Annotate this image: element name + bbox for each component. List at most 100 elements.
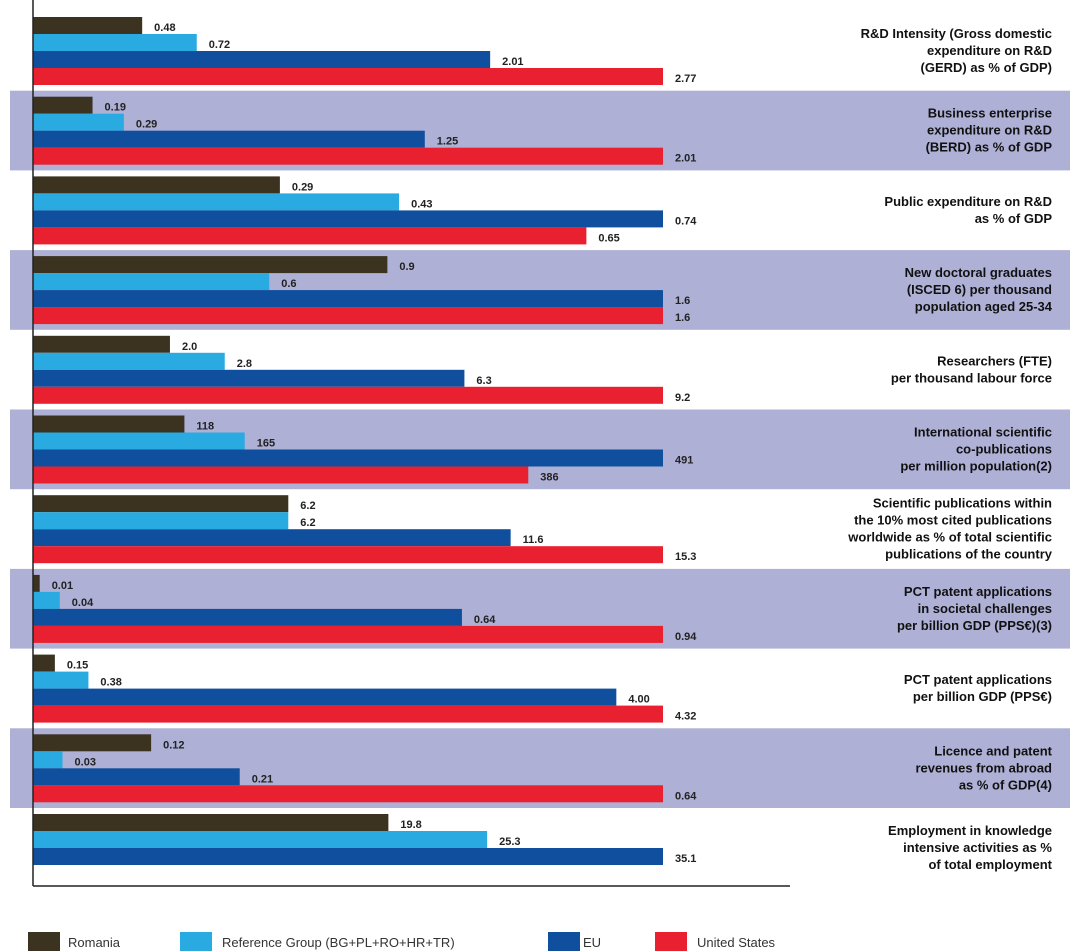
- value-label: 386: [540, 472, 558, 484]
- value-label: 6.2: [300, 500, 315, 512]
- category-label: Employment in knowledge intensive activit…: [888, 823, 1053, 872]
- value-label: 4.00: [628, 694, 649, 706]
- value-label: 19.8: [400, 819, 421, 831]
- bar: [33, 705, 663, 723]
- value-label: 6.3: [476, 375, 491, 387]
- value-label: 0.9: [399, 261, 414, 273]
- bar: [33, 466, 529, 484]
- value-label: 0.12: [163, 739, 184, 751]
- bar: [33, 290, 663, 308]
- value-label: 0.15: [67, 660, 88, 672]
- legend-label: Romania: [68, 935, 121, 950]
- value-label: 9.2: [675, 392, 690, 404]
- bar: [33, 352, 225, 370]
- bar: [33, 68, 663, 85]
- category-label: PCT patent applications in societal chall…: [897, 584, 1052, 633]
- value-label: 2.01: [502, 56, 523, 68]
- value-label: 0.48: [154, 22, 175, 34]
- category-label: New doctoral graduates (ISCED 6) per thou…: [905, 265, 1053, 314]
- bar: [33, 17, 143, 34]
- value-label: 0.03: [75, 756, 96, 768]
- bar: [33, 415, 185, 433]
- value-label: 2.77: [675, 73, 696, 85]
- value-label: 0.65: [598, 232, 619, 244]
- bar: [33, 495, 289, 513]
- bar: [33, 654, 55, 672]
- bar: [33, 768, 240, 786]
- value-label: 0.64: [675, 790, 697, 802]
- value-label: 0.64: [474, 614, 496, 626]
- value-label: 0.29: [136, 119, 157, 131]
- value-label: 2.0: [182, 341, 197, 353]
- bar: [33, 227, 587, 245]
- category-label: Public expenditure on R&D as % of GDP: [884, 194, 1052, 226]
- value-label: 0.29: [292, 181, 313, 193]
- bar: [33, 512, 289, 530]
- legend-swatch: [180, 932, 212, 951]
- bar: [33, 574, 40, 592]
- bar: [33, 831, 488, 848]
- bar: [33, 591, 60, 609]
- bar: [33, 34, 197, 51]
- value-label: 1.6: [675, 295, 690, 307]
- bar: [33, 814, 389, 831]
- value-label: 11.6: [523, 534, 544, 546]
- bar: [33, 529, 511, 547]
- bar: [33, 51, 491, 68]
- value-label: 2.01: [675, 153, 696, 165]
- category-label: Researchers (FTE) per thousand labour for…: [891, 353, 1052, 385]
- value-label: 6.2: [300, 517, 315, 529]
- legend-swatch: [655, 932, 687, 951]
- value-label: 0.6: [281, 278, 296, 290]
- value-label: 35.1: [675, 853, 696, 865]
- value-label: 2.8: [237, 358, 252, 370]
- legend-swatch: [548, 932, 580, 951]
- value-label: 165: [257, 438, 275, 450]
- bar: [33, 176, 280, 194]
- bar: [33, 546, 663, 564]
- value-label: 0.74: [675, 215, 697, 227]
- category-label: Licence and patent revenues from abroad as…: [915, 743, 1052, 792]
- value-label: 0.04: [72, 597, 94, 609]
- bar: [33, 335, 170, 353]
- bar: [33, 608, 462, 626]
- legend-label: Reference Group (BG+PL+RO+HR+TR): [222, 935, 455, 950]
- value-label: 0.19: [105, 102, 126, 114]
- category-label: R&D Intensity (Gross domestic expenditure…: [861, 26, 1052, 75]
- legend-swatch: [28, 932, 60, 951]
- bar: [33, 625, 663, 643]
- value-label: 0.21: [252, 773, 273, 785]
- value-label: 491: [675, 455, 693, 467]
- bar: [33, 96, 93, 114]
- value-label: 1.6: [675, 312, 690, 324]
- bar: [33, 848, 663, 865]
- bar: [33, 256, 388, 274]
- value-label: 4.32: [675, 711, 696, 723]
- value-label: 15.3: [675, 551, 696, 563]
- bar: [33, 210, 663, 228]
- value-label: 0.43: [411, 198, 432, 210]
- category-label: Scientific publications within the 10% mo…: [847, 496, 1052, 562]
- value-label: 25.3: [499, 836, 520, 848]
- value-label: 0.01: [52, 580, 73, 592]
- category-label: PCT patent applications per billion GDP (…: [904, 672, 1052, 704]
- bar: [33, 734, 152, 752]
- value-label: 0.94: [675, 631, 697, 643]
- bar: [33, 751, 63, 769]
- bar: [33, 785, 663, 803]
- legend-label: EU: [583, 935, 601, 950]
- bar: [33, 307, 663, 325]
- value-label: 1.25: [437, 136, 458, 148]
- legend-label: United States: [697, 935, 776, 950]
- bar: [33, 193, 400, 211]
- value-label: 0.72: [209, 39, 230, 51]
- category-label: International scientific co-publications p…: [900, 425, 1052, 474]
- value-label: 0.38: [100, 677, 121, 689]
- value-label: 118: [196, 421, 214, 433]
- bar: [33, 449, 663, 467]
- bar: [33, 273, 270, 291]
- bar: [33, 130, 425, 148]
- bar: [33, 113, 124, 131]
- bar: [33, 432, 245, 450]
